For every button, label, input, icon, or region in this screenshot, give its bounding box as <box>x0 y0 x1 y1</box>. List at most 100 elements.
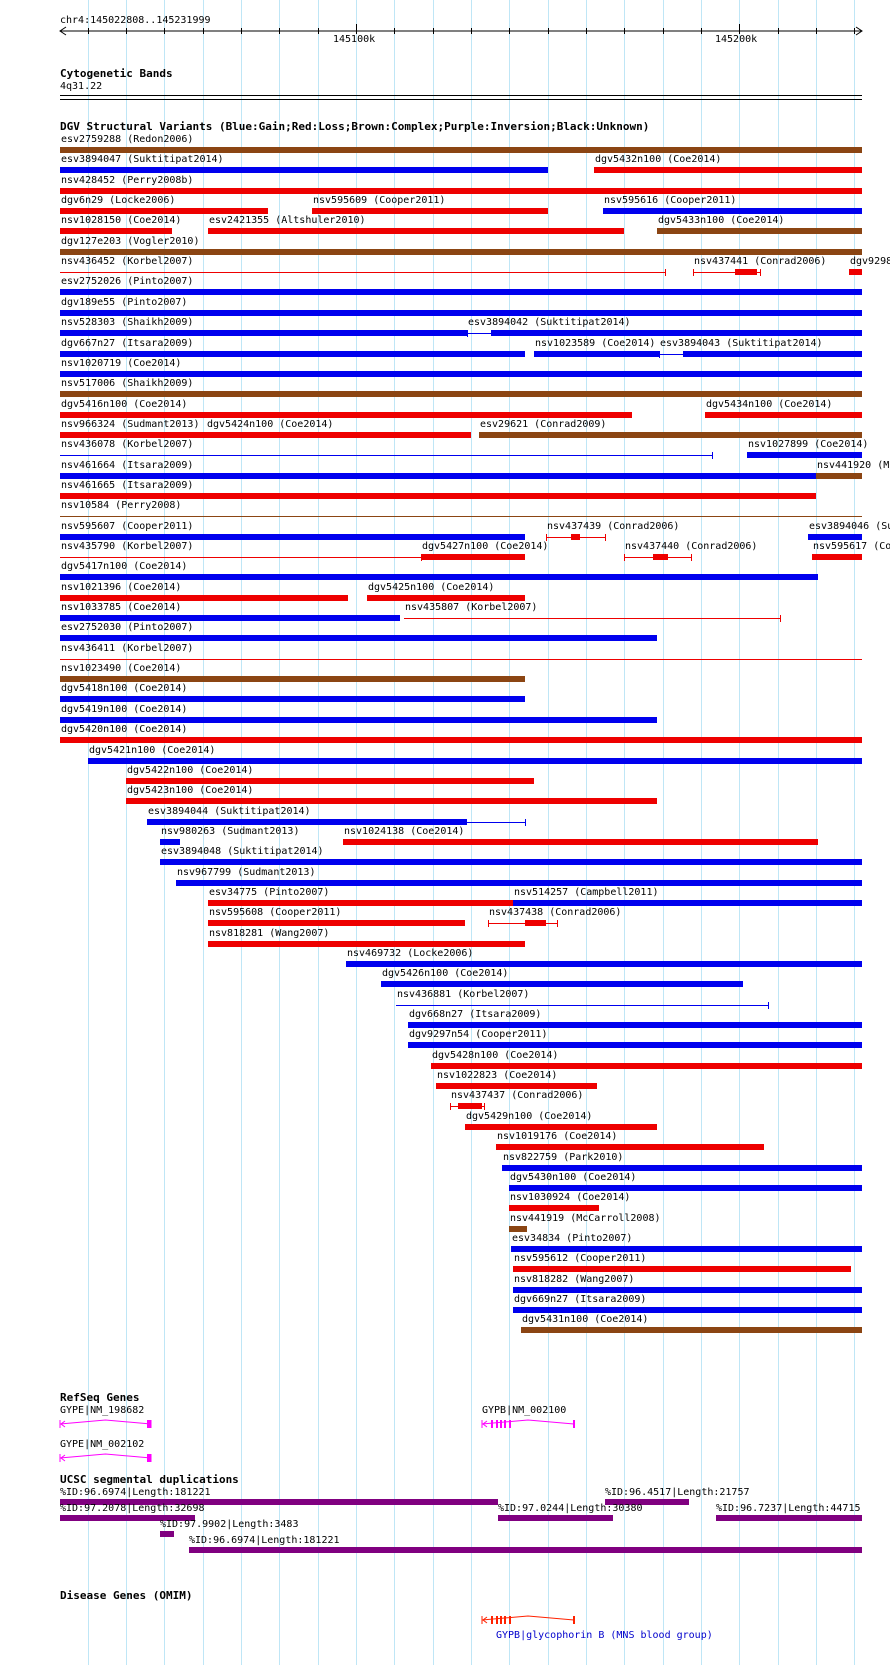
variant-bar[interactable] <box>465 1123 657 1130</box>
variant-bar[interactable] <box>60 309 862 316</box>
variant-bar[interactable] <box>60 350 525 357</box>
variant-bar[interactable] <box>147 818 467 825</box>
variant-bar[interactable] <box>513 899 862 906</box>
variant-bar[interactable] <box>60 676 525 683</box>
variant-bar[interactable] <box>509 1205 599 1212</box>
variant-line[interactable] <box>60 516 862 518</box>
variant-label: esv29621 (Conrad2009) <box>480 418 607 430</box>
variant-line[interactable] <box>60 272 665 274</box>
variant-bar[interactable] <box>60 208 268 215</box>
variant-bar[interactable] <box>60 615 400 622</box>
variant-bar[interactable] <box>60 228 172 235</box>
variant-bar[interactable] <box>126 777 534 784</box>
variant-bar[interactable] <box>502 1164 862 1171</box>
variant-bar[interactable] <box>60 716 657 723</box>
variant-bar[interactable] <box>436 1083 597 1090</box>
segdup-bar[interactable] <box>60 1499 498 1505</box>
variant-bar[interactable] <box>343 838 818 845</box>
variant-bar[interactable] <box>208 920 465 927</box>
variant-bar[interactable] <box>849 269 862 276</box>
variant-bar[interactable] <box>60 533 525 540</box>
variant-bar[interactable] <box>176 879 862 886</box>
variant-bar[interactable] <box>513 1286 862 1293</box>
variant-bar[interactable] <box>60 330 467 337</box>
variant-bar[interactable] <box>60 635 657 642</box>
variant-bar[interactable] <box>60 248 862 255</box>
variant-core-bar[interactable] <box>571 533 580 540</box>
variant-bar[interactable] <box>88 757 862 764</box>
variant-bar[interactable] <box>408 1042 862 1049</box>
variant-label: dgv5422n100 (Coe2014) <box>127 764 254 776</box>
variant-core-bar[interactable] <box>458 1103 482 1110</box>
variant-line[interactable] <box>404 618 780 620</box>
variant-bar[interactable] <box>808 533 862 540</box>
variant-bar[interactable] <box>60 492 816 499</box>
variant-bar[interactable] <box>60 167 548 174</box>
variant-bar[interactable] <box>479 431 862 438</box>
variant-bar[interactable] <box>312 208 548 215</box>
variant-bar[interactable] <box>491 330 862 337</box>
variant-line[interactable] <box>60 557 421 558</box>
variant-bar[interactable] <box>431 1062 862 1069</box>
variant-label: nsv1023589 (Coe2014) <box>535 337 656 349</box>
variant-bar[interactable] <box>126 798 657 805</box>
variant-bar[interactable] <box>511 1245 862 1252</box>
variant-bar[interactable] <box>60 472 816 479</box>
variant-bar[interactable] <box>60 574 818 581</box>
variant-bar[interactable] <box>60 187 862 194</box>
variant-bar[interactable] <box>60 391 862 398</box>
segdup-bar[interactable] <box>189 1547 862 1553</box>
segdup-bar[interactable] <box>716 1515 862 1521</box>
variant-bar[interactable] <box>60 289 862 296</box>
variant-bar[interactable] <box>705 411 862 418</box>
variant-label: nsv818281 (Wang2007) <box>209 927 330 939</box>
variant-bar[interactable] <box>603 208 862 215</box>
variant-line[interactable] <box>60 658 862 660</box>
variant-bar[interactable] <box>509 1225 527 1232</box>
variant-bar[interactable] <box>60 594 348 601</box>
segdup-bar[interactable] <box>60 1515 195 1521</box>
variant-bar[interactable] <box>513 1266 851 1273</box>
variant-bar[interactable] <box>346 961 862 967</box>
variant-bar[interactable] <box>594 167 862 174</box>
variant-core-bar[interactable] <box>525 920 546 927</box>
variant-bar[interactable] <box>816 472 862 479</box>
variant-bar[interactable] <box>812 554 862 560</box>
variant-label: nsv517006 (Shaikh2009) <box>61 378 194 390</box>
variant-bar[interactable] <box>60 370 862 377</box>
variant-core-bar[interactable] <box>653 554 668 560</box>
variant-bar[interactable] <box>206 431 471 438</box>
variant-ci-line[interactable] <box>693 272 760 274</box>
variant-bar[interactable] <box>747 452 862 459</box>
variant-bar[interactable] <box>521 1327 862 1334</box>
variant-bar[interactable] <box>60 411 632 418</box>
variant-bar[interactable] <box>381 981 743 988</box>
variant-bar[interactable] <box>60 147 862 153</box>
variant-core-bar[interactable] <box>735 269 757 276</box>
variant-bar[interactable] <box>657 228 862 235</box>
variant-bar[interactable] <box>208 228 624 235</box>
variant-line[interactable] <box>396 1004 768 1006</box>
variant-start-tick <box>659 350 660 358</box>
variant-bar[interactable] <box>513 1306 862 1313</box>
variant-bar[interactable] <box>160 838 180 845</box>
segdup-bar[interactable] <box>498 1515 613 1521</box>
variant-bar[interactable] <box>683 350 862 357</box>
variant-line[interactable] <box>60 455 712 457</box>
variant-bar[interactable] <box>160 859 862 866</box>
variant-bar[interactable] <box>60 696 525 703</box>
variant-bar[interactable] <box>208 940 525 947</box>
segdup-bar[interactable] <box>605 1499 689 1505</box>
variant-bar[interactable] <box>408 1022 862 1029</box>
variant-bar[interactable] <box>509 1184 862 1191</box>
variant-bar[interactable] <box>496 1144 764 1151</box>
segdup-bar[interactable] <box>160 1531 174 1537</box>
variant-bar[interactable] <box>534 350 659 357</box>
variant-bar[interactable] <box>421 554 525 560</box>
variant-bar[interactable] <box>60 431 206 438</box>
omim-gene-label[interactable]: GYPB|glycophorin B (MNS blood group) <box>496 1630 713 1641</box>
variant-bar[interactable] <box>60 737 862 744</box>
variant-bar[interactable] <box>208 899 513 906</box>
variant-ci-line[interactable] <box>488 923 557 925</box>
variant-bar[interactable] <box>367 594 525 601</box>
